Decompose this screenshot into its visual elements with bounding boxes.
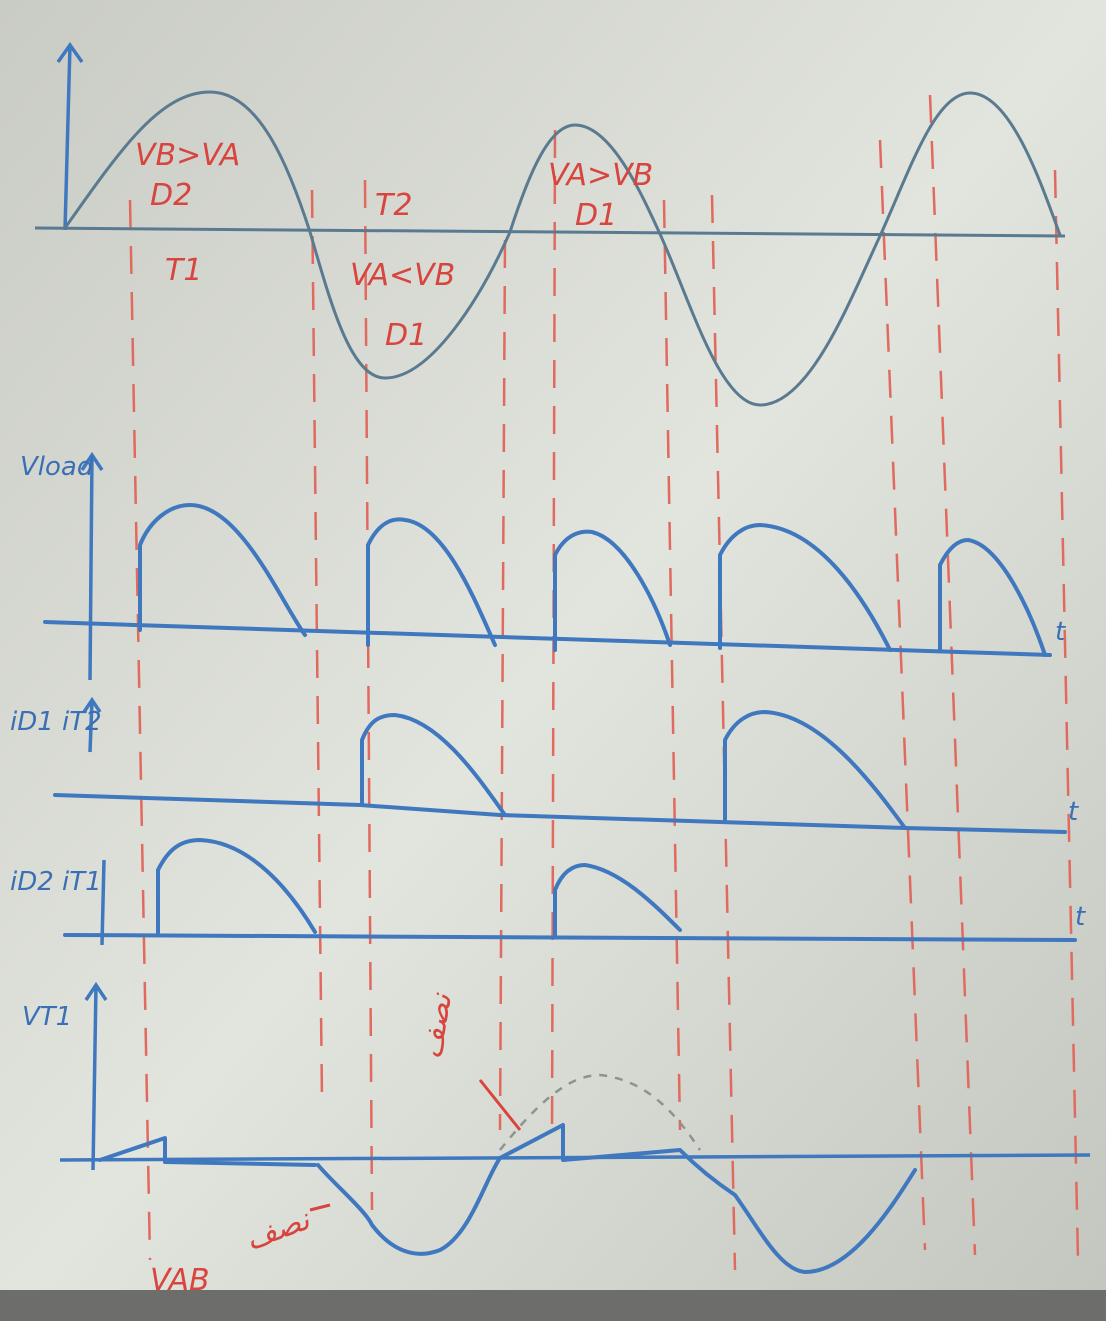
label: VT1 (22, 1002, 72, 1032)
label: t (1075, 902, 1086, 932)
label: T2 (375, 188, 412, 223)
label: iD1 iT2 (10, 707, 102, 737)
label: VAB (150, 1263, 210, 1298)
label: T1 (165, 253, 202, 288)
label: Vload (20, 452, 94, 482)
label: VA<VB (350, 258, 455, 293)
label: t (1055, 617, 1066, 647)
label: iD2 iT1 (10, 867, 102, 897)
label: VB>VA (135, 138, 240, 173)
label: D2 (150, 178, 192, 213)
whiteboard-photo: VB>VA D2 T1 T2 VA<VB D1 VA>VB D1 Vload i… (0, 0, 1106, 1321)
label: t (1068, 797, 1079, 827)
label: D1 (385, 318, 427, 353)
label: D1 (575, 198, 617, 233)
label: VA>VB (548, 158, 653, 193)
